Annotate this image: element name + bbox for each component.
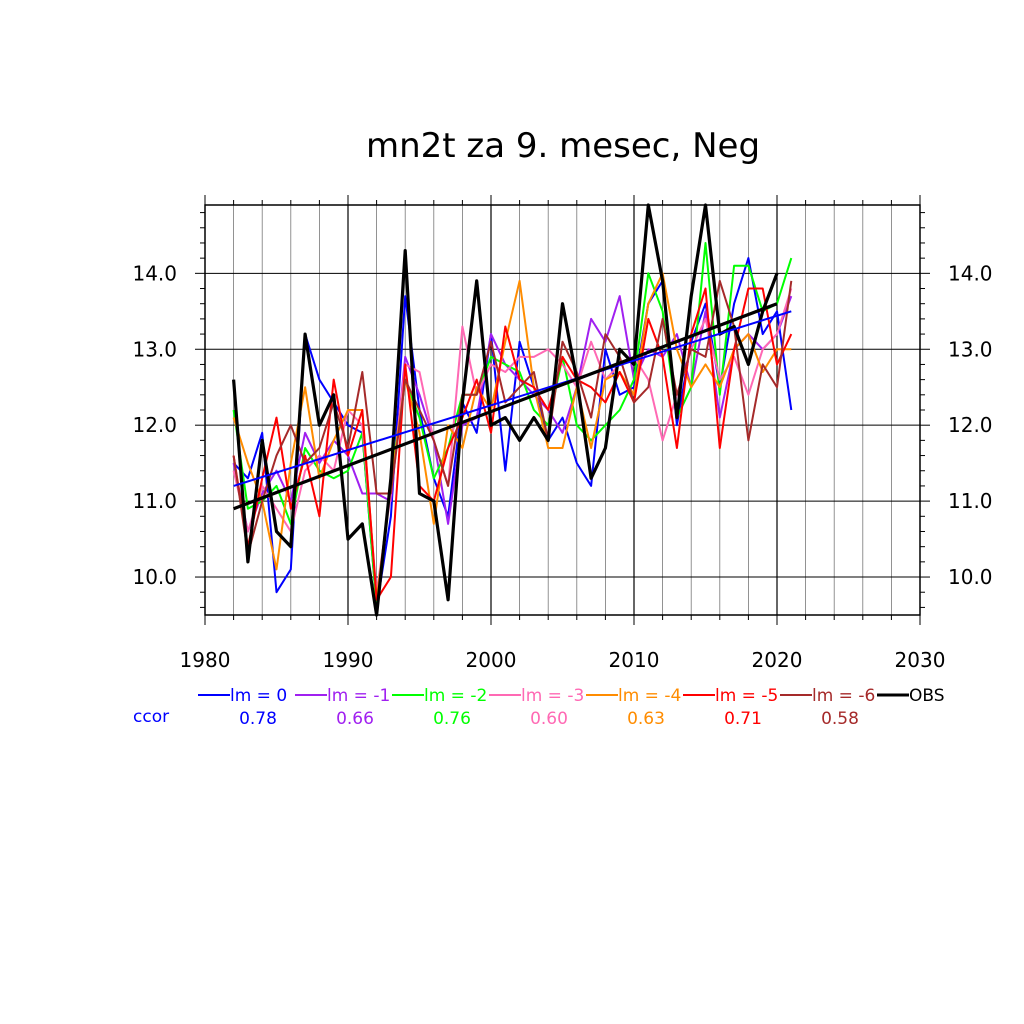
- series-line: [232, 272, 792, 601]
- legend-label: lm = 0: [230, 686, 287, 706]
- legend-label: lm = -1: [327, 686, 390, 706]
- axes: 1980 1990 2000 2010 2020 2030 10.0 10.0 11.0 11.0…: [132, 195, 993, 672]
- ccor-value: 0.71: [724, 709, 762, 729]
- y-tick-label: 10.0: [132, 565, 177, 589]
- y-tick-label-right: 10.0: [948, 565, 993, 589]
- series-line: [232, 203, 779, 617]
- series-line: [232, 287, 793, 601]
- legend: lm = 0 0.78 lm = -1 0.66 lm = -2 0.76 lm = -3 0…: [198, 686, 945, 729]
- trend-line: [233, 302, 778, 511]
- series-group: [232, 203, 793, 617]
- trend-line: [233, 310, 792, 487]
- y-tick-label-right: 11.0: [948, 489, 993, 513]
- legend-label: lm = -6: [812, 686, 875, 706]
- y-tick-label-right: 12.0: [948, 413, 993, 437]
- y-tick-label-right: 13.0: [948, 337, 993, 361]
- ccor-value: 0.60: [530, 709, 568, 729]
- y-tick-label: 11.0: [132, 489, 177, 513]
- x-tick-label: 2000: [466, 648, 517, 672]
- y-tick-label: 12.0: [132, 413, 177, 437]
- series-line: [232, 279, 793, 556]
- y-tick-label: 13.0: [132, 337, 177, 361]
- x-tick-label: 1990: [323, 648, 374, 672]
- grid: [205, 205, 920, 615]
- ccor-value: 0.58: [821, 709, 859, 729]
- y-tick-label-right: 14.0: [948, 261, 993, 285]
- x-tick-label: 2010: [609, 648, 660, 672]
- ccor-value: 0.63: [627, 709, 665, 729]
- chart-title: mn2t za 9. mesec, Neg: [366, 126, 760, 166]
- legend-label: lm = -5: [715, 686, 778, 706]
- legend-label: lm = -4: [618, 686, 681, 706]
- ccor-value: 0.78: [239, 709, 277, 729]
- x-tick-label: 2030: [895, 648, 946, 672]
- legend-label: lm = -3: [521, 686, 584, 706]
- y-tick-label: 14.0: [132, 261, 177, 285]
- ccor-label: ccor: [133, 707, 169, 727]
- legend-label: OBS: [909, 686, 945, 706]
- x-tick-label: 2020: [752, 648, 803, 672]
- ccor-value: 0.66: [336, 709, 374, 729]
- trend-lines: [233, 302, 792, 511]
- x-tick-label: 1980: [180, 648, 231, 672]
- ccor-value: 0.76: [433, 709, 471, 729]
- legend-label: lm = -2: [424, 686, 487, 706]
- plot-frame: [204, 204, 921, 616]
